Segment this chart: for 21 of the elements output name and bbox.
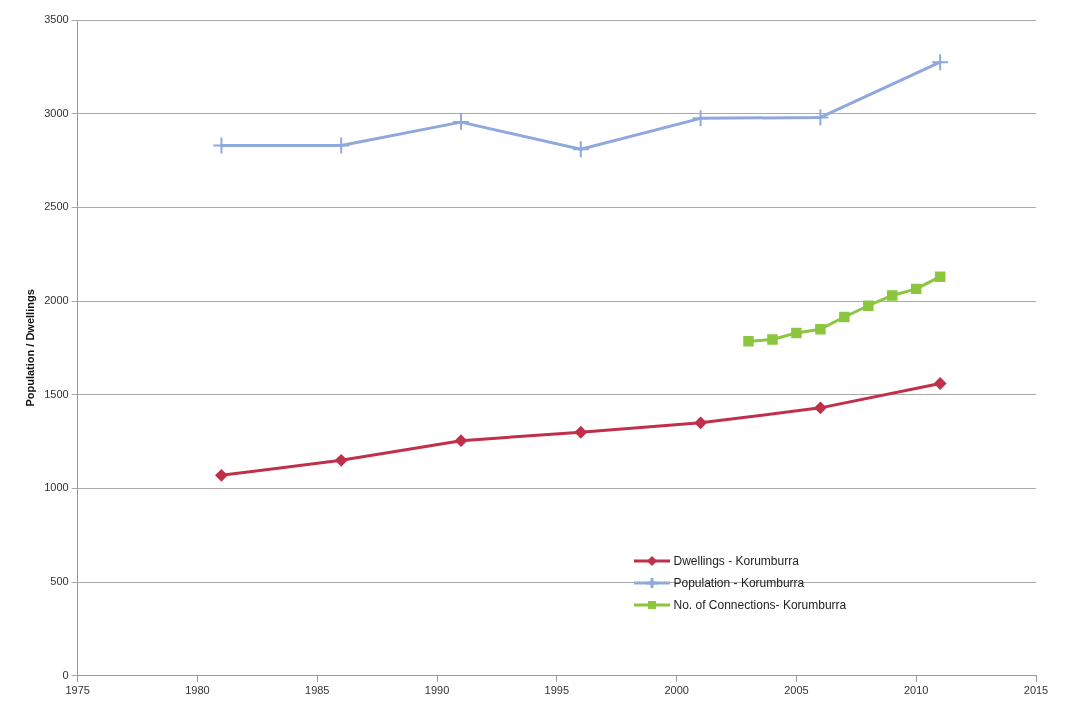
x-tick-label: 2015: [1023, 684, 1049, 697]
y-tick-label: 2500: [44, 200, 69, 213]
legend-label: Dwellings - Korumburra: [673, 553, 799, 568]
y-tick-label: 2000: [44, 294, 69, 307]
y-tick-label: 0: [62, 668, 69, 681]
x-tick-label: 1985: [305, 684, 330, 697]
y-axis-title: Population / Dwellings: [23, 289, 36, 407]
x-tick-label: 1980: [185, 684, 210, 697]
y-tick-label: 1000: [44, 481, 69, 494]
x-tick-label: 2000: [664, 684, 689, 697]
legend-label: No. of Connections- Korumburra: [673, 597, 847, 612]
y-tick-label: 3500: [44, 13, 69, 26]
x-tick-label: 1995: [544, 684, 570, 697]
x-tick-label: 2010: [903, 684, 929, 697]
y-tick-label: 3000: [44, 106, 69, 119]
x-tick-label: 1975: [65, 684, 90, 697]
legend-label: Population - Korumburra: [673, 575, 805, 590]
y-tick-label: 500: [50, 575, 69, 588]
x-tick-label: 2005: [784, 684, 809, 697]
y-tick-label: 1500: [44, 387, 69, 400]
x-tick-label: 1990: [424, 684, 450, 697]
